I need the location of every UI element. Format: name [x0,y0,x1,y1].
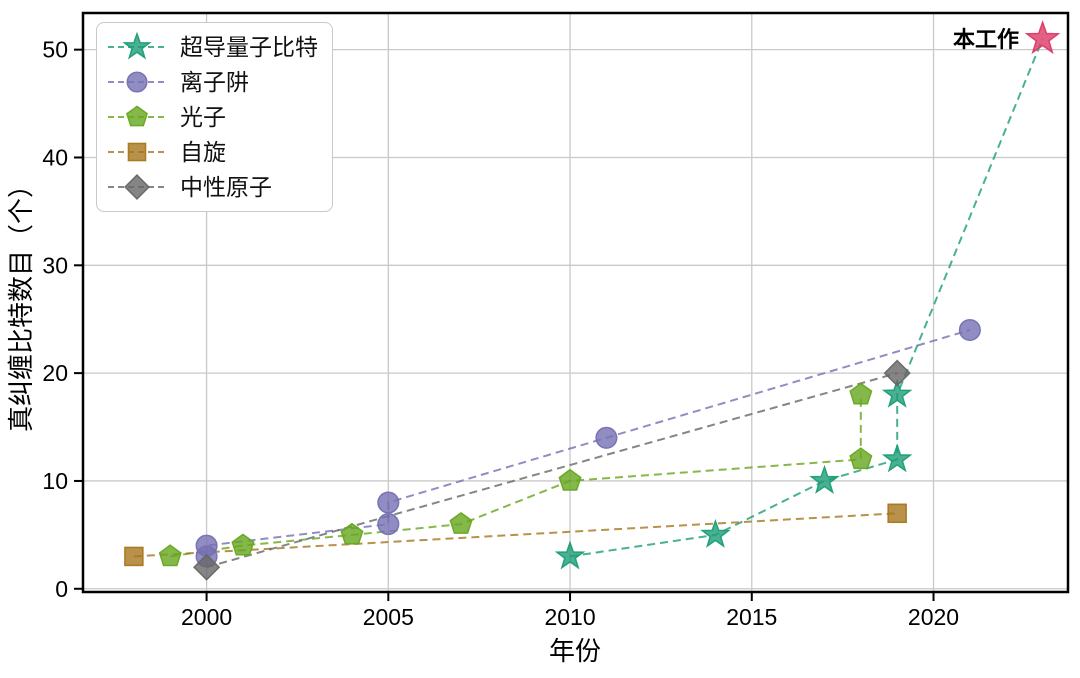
axes-frame [81,11,1070,594]
data-point-marker [122,31,152,60]
series-line-0 [569,38,1044,558]
data-point-marker [700,518,731,548]
legend-marker-diamond-icon [108,174,166,200]
x-tick-label: 2010 [544,604,595,630]
y-tick-label: 40 [42,144,68,170]
legend-item-1: 离子阱 [106,65,318,99]
legend-label: 光子 [180,103,226,130]
y-tick-label: 0 [55,576,68,602]
series-layer [124,20,1061,581]
data-point-marker [958,318,981,342]
plot-border [81,11,1070,594]
data-point-marker [809,464,840,494]
y-tick-label: 30 [42,252,68,278]
legend-item-4: 中性原子 [106,170,318,204]
data-point-marker [377,513,400,536]
legend-item-2: 光子 [106,100,318,134]
legend-marker-square-icon [108,142,166,162]
y-axis-label: 真纠缠比特数目（个） [6,172,36,432]
legend-label: 自旋 [180,138,226,165]
data-point-marker [883,359,911,387]
data-point-marker [124,546,144,567]
legend-marker-star-icon [108,31,166,60]
legend-label: 离子阱 [180,68,249,95]
ticks-layer: 2000 2005 2010 2015 2020 0 10 20 30 40 50 [42,37,959,630]
legend-marker-circle-icon [108,71,166,93]
legend: 超导量子比特 离子阱光子自旋中性原子 [96,22,333,212]
data-point-marker [1024,20,1061,55]
data-point-marker [849,447,873,470]
y-tick-label: 50 [42,37,68,63]
data-point-marker [558,468,582,491]
series-line-4 [206,372,898,569]
series-line-2 [170,394,862,558]
x-tick-label: 2020 [908,604,959,630]
labels-layer: 年份 真纠缠比特数目（个） 本工作 [6,27,1019,666]
data-point-marker [887,503,907,524]
data-point-marker [554,540,586,570]
data-point-marker [195,534,218,557]
legend-marker-pentagon-icon [108,105,166,127]
data-point-marker [377,491,400,514]
series-line-1 [205,329,971,557]
x-axis-label: 年份 [549,636,601,666]
legend-item-3: 自旋 [106,135,318,169]
x-tick-label: 2005 [363,604,414,630]
legend-label: 超导量子比特 [180,33,318,60]
legend-label: 中性原子 [180,173,272,200]
data-point-marker [193,553,221,581]
data-point-marker [127,142,147,162]
data-point-marker [595,426,618,449]
data-point-marker [231,533,255,556]
x-tick-label: 2015 [726,604,777,630]
data-point-marker [881,443,913,473]
series-line-3 [133,512,898,558]
data-point-marker [849,382,873,405]
y-tick-label: 20 [42,360,68,386]
legend-item-0: 超导量子比特 [106,30,318,64]
data-point-marker [340,522,364,545]
data-point-marker [881,378,913,408]
data-point-marker [449,511,473,534]
data-point-marker [158,544,182,567]
data-point-marker [126,71,148,93]
highlight-annotation: 本工作 [953,27,1019,52]
x-tick-label: 2000 [181,604,232,630]
data-point-marker [126,105,148,127]
y-tick-label: 10 [42,468,68,494]
data-point-marker [124,174,150,200]
